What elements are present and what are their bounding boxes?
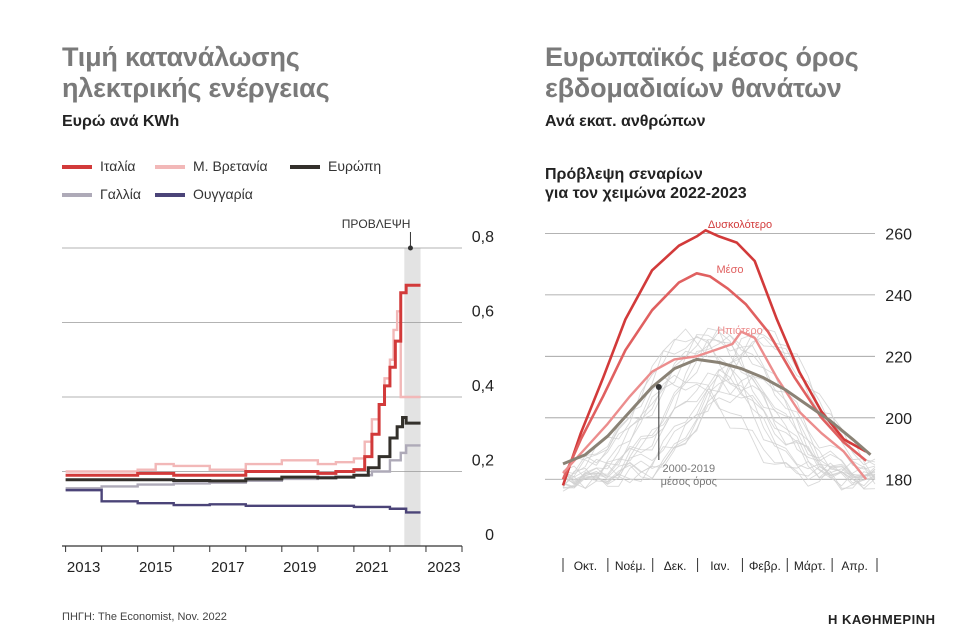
historical-year-line (562, 328, 876, 490)
legend-item-italy: Ιταλία (62, 158, 136, 174)
publisher-logo: Η ΚΑΘΗΜΕΡΙΝΗ (828, 612, 936, 627)
left-chart-title: Τιμή κατανάλωσης ηλεκτρικής ενέργειας (62, 42, 330, 104)
y-tick-label: 0,4 (472, 378, 494, 395)
historical-year-line (562, 326, 876, 482)
right-title-line-1: Ευρωπαϊκός μέσος όρος (545, 42, 859, 72)
x-tick-label: 2021 (355, 559, 388, 576)
scenario-label-2: Ηπιότερο (717, 325, 763, 337)
historical-year-line (562, 373, 876, 485)
right-title-line-2: εβδομαδιαίων θανάτων (545, 73, 842, 103)
legend-item-hungary: Ουγγαρία (155, 186, 253, 202)
historical-year-line (562, 372, 876, 488)
average-label-line-2: μέσος όρος (661, 476, 717, 488)
historical-year-line (562, 334, 876, 487)
forecast-marker-dot (407, 245, 413, 251)
y-tick-label: 180 (885, 472, 912, 489)
legend-swatch-uk (155, 165, 185, 170)
month-label: Μάρτ. (794, 559, 826, 573)
x-tick-label: 2017 (211, 559, 244, 576)
historical-year-line (562, 327, 876, 484)
x-tick-label: 2013 (67, 559, 100, 576)
historical-year-line (562, 339, 876, 489)
scenario-line-1 (561, 272, 867, 480)
series-line-2 (65, 415, 421, 483)
historical-year-line (562, 334, 876, 490)
scenario-label-1: Μέσο (717, 264, 744, 276)
left-title-line-2: ηλεκτρικής ενέργειας (62, 73, 330, 103)
legend-swatch-hungary (155, 193, 185, 198)
left-title-line-1: Τιμή κατανάλωσης (62, 42, 300, 72)
y-tick-label: 240 (885, 288, 912, 305)
series-line-4 (65, 488, 421, 514)
month-label: Ιαν. (710, 559, 730, 573)
legend-swatch-europe (290, 165, 320, 170)
right-chart-title: Ευρωπαϊκός μέσος όρος εβδομαδιαίων θανάτ… (545, 42, 859, 104)
month-label: Οκτ. (574, 559, 597, 573)
scenario-line-2 (562, 330, 868, 481)
scenario-label-0: Δυσκολότερο (708, 219, 772, 231)
series-line-0 (65, 283, 421, 477)
historical-year-line (562, 335, 876, 491)
legend-label-uk: Μ. Βρετανία (193, 158, 268, 174)
historical-year-line (562, 368, 876, 487)
left-chart-subtitle: Ευρώ ανά KWh (62, 113, 180, 130)
y-tick-label: 220 (885, 349, 912, 366)
y-tick-label: 260 (885, 226, 912, 243)
average-label-line-1: 2000-2019 (663, 463, 716, 475)
x-tick-label: 2019 (283, 559, 316, 576)
legend-item-europe: Ευρώπη (290, 158, 381, 174)
legend-swatch-france (62, 193, 92, 198)
legend-swatch-italy (62, 165, 92, 170)
y-tick-label: 0 (485, 527, 494, 544)
forecast-label: ΠΡΟΒΛΕΨΗ (342, 217, 411, 231)
x-tick-label: 2023 (427, 559, 460, 576)
legend-label-france: Γαλλία (100, 186, 142, 202)
scenario-line-0 (561, 229, 867, 486)
legend-item-uk: Μ. Βρετανία (155, 158, 268, 174)
y-tick-label: 0,8 (472, 229, 494, 246)
legend-label-europe: Ευρώπη (328, 158, 382, 174)
series-line-1 (65, 310, 421, 473)
historical-year-line (562, 328, 876, 489)
month-label: Νοέμ. (615, 559, 646, 573)
right-chart-subtitle: Ανά εκατ. ανθρώπων (545, 113, 706, 130)
y-tick-label: 200 (885, 411, 912, 428)
historical-year-line (562, 374, 876, 492)
series-line-3 (65, 444, 421, 490)
y-tick-label: 0,6 (472, 304, 494, 321)
source-note: ΠΗΓΗ: The Economist, Nov. 2022 (62, 611, 227, 623)
legend-item-france: Γαλλία (62, 186, 141, 202)
y-tick-label: 0,2 (472, 453, 494, 470)
scenario-heading: Πρόβλεψη σεναρίων για τον χειμώνα 2022-2… (545, 165, 747, 203)
scenario-line-3 (562, 357, 872, 466)
scenario-heading-line-2: για τον χειμώνα 2022-2023 (545, 185, 747, 202)
scenario-heading-line-1: Πρόβλεψη σεναρίων (545, 166, 703, 183)
legend-label-hungary: Ουγγαρία (193, 186, 253, 202)
month-label: Δεκ. (664, 559, 687, 573)
x-tick-label: 2015 (139, 559, 172, 576)
month-label: Απρ. (841, 559, 867, 573)
month-label: Φεβρ. (749, 559, 781, 573)
legend-label-italy: Ιταλία (100, 158, 136, 174)
historical-year-line (562, 375, 876, 489)
